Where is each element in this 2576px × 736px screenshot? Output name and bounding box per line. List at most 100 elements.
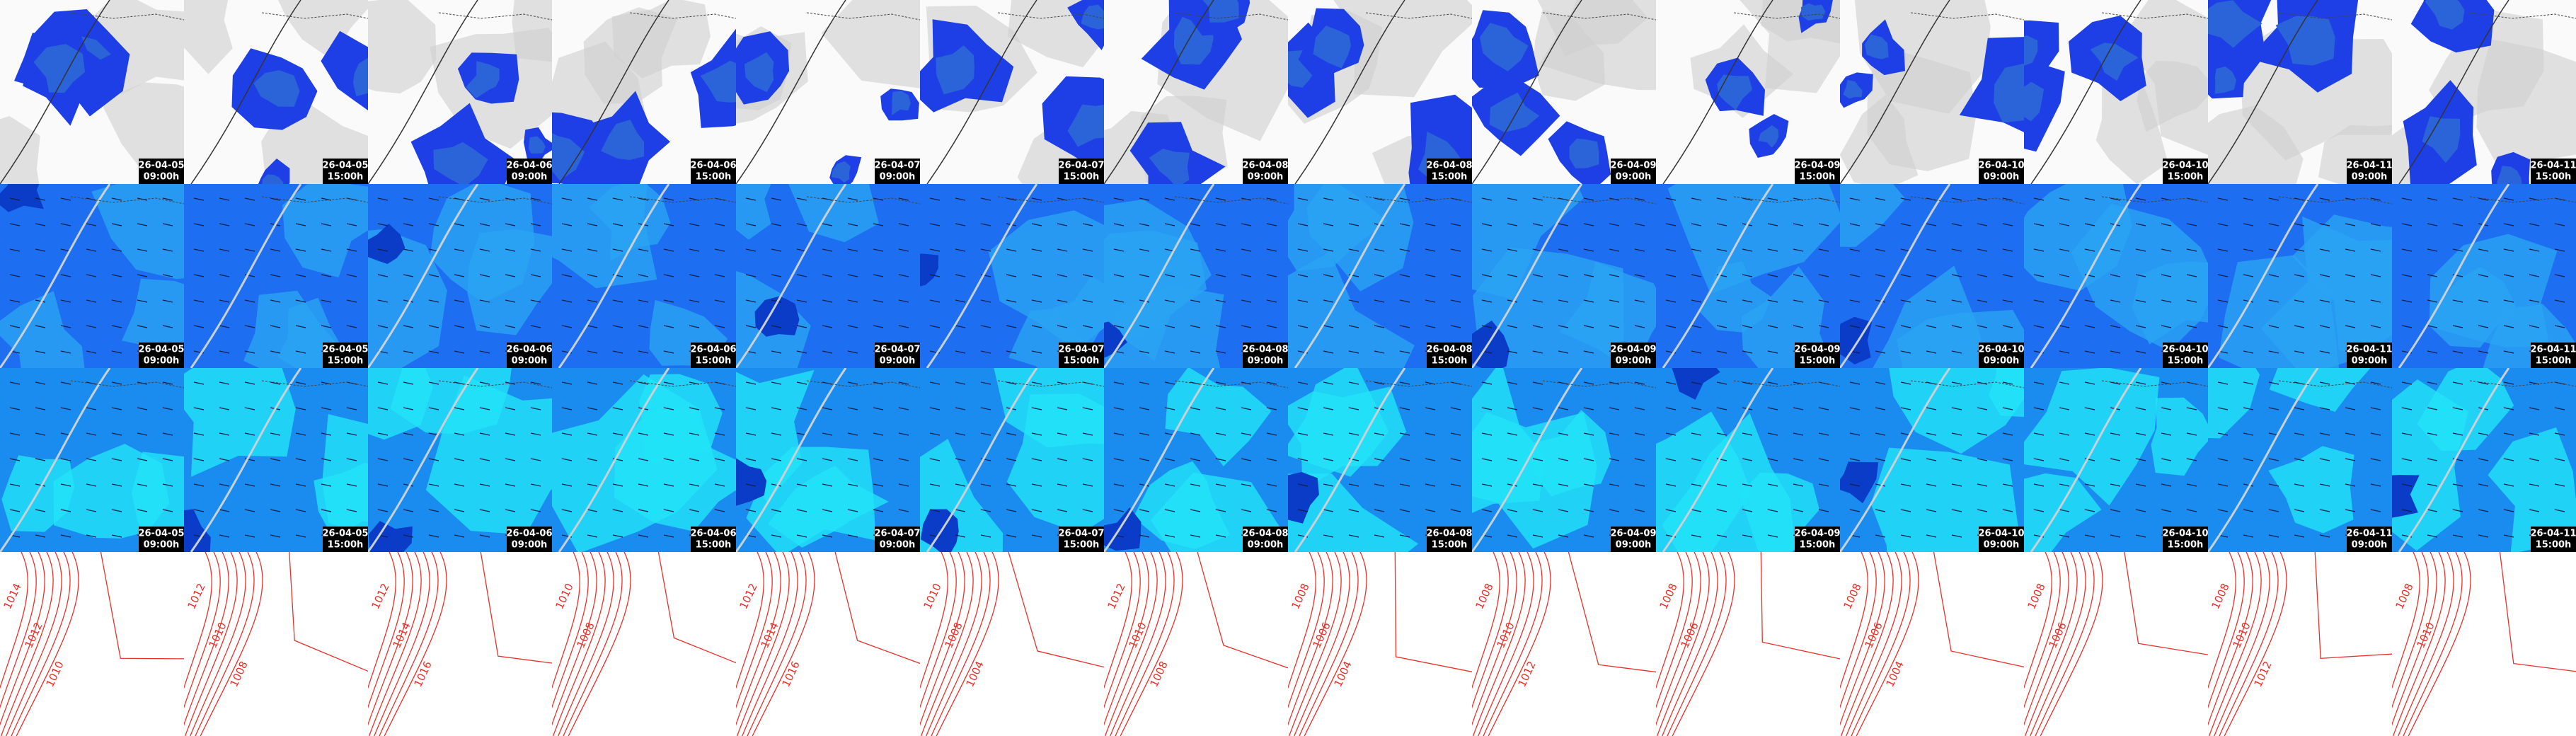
- wind-arrow: [346, 458, 357, 461]
- wind-arrow: [1583, 350, 1594, 354]
- wind-arrow: [162, 299, 173, 303]
- wind-arrow: [9, 248, 21, 252]
- wind-arrow: [137, 483, 148, 487]
- wind-arrow: [454, 197, 465, 201]
- wind-arrow: [219, 458, 230, 461]
- wind-arrow: [1583, 197, 1594, 201]
- wind-arrow: [1716, 534, 1727, 538]
- wind-arrow: [162, 248, 173, 252]
- wind-arrow: [1507, 483, 1518, 487]
- wind-arrow: [1215, 509, 1226, 512]
- wind-arrow: [321, 458, 332, 461]
- wind-arrow: [1374, 534, 1385, 538]
- isobar: [2392, 552, 2437, 726]
- wind-arrow: [1113, 432, 1125, 436]
- wind-arrow: [9, 407, 21, 410]
- isobar: [2224, 552, 2287, 736]
- wind-arrow: [955, 381, 966, 385]
- wind-arrow: [1374, 432, 1385, 436]
- wind-arrow: [822, 274, 833, 277]
- wind-arrow: [530, 458, 541, 461]
- wind-arrow: [847, 274, 858, 277]
- border: [438, 380, 552, 389]
- wind-arrow: [137, 274, 148, 277]
- wind-arrow: [1215, 325, 1226, 328]
- timestamp-date: 26-04-10: [1978, 529, 2024, 539]
- wind-arrow: [822, 458, 833, 461]
- wind-arrow: [1164, 274, 1175, 277]
- wind-arrow: [2059, 432, 2070, 436]
- wind-arrow: [1926, 534, 1937, 538]
- wind-arrow: [561, 197, 573, 201]
- wind-arrow: [847, 407, 858, 410]
- wind-arrow: [2217, 299, 2229, 303]
- wind-arrow: [1399, 274, 1410, 277]
- isobar: [1472, 552, 1509, 709]
- wind-arrow: [137, 432, 148, 436]
- wind-arrow: [1849, 381, 1861, 385]
- wind-arrow: [2554, 299, 2565, 303]
- wind-arrow: [1583, 299, 1594, 303]
- wind-arrow: [86, 248, 97, 252]
- wind-arrow: [270, 534, 281, 538]
- wind-arrow: [454, 274, 465, 277]
- wind-arrow: [1399, 223, 1410, 226]
- wind-arrow: [60, 381, 71, 385]
- wind-arrow: [479, 223, 490, 226]
- wind-arrow: [1190, 509, 1201, 512]
- wind-arrow: [295, 223, 306, 226]
- timestamp-time: 15:00h: [696, 172, 732, 183]
- wind-arrow: [193, 197, 205, 201]
- border: [438, 196, 552, 205]
- wind-arrow: [193, 381, 205, 385]
- wind-arrow: [1266, 299, 1277, 303]
- wind-arrow: [1348, 223, 1359, 226]
- coastline: [2030, 368, 2142, 552]
- wind-arrow: [162, 483, 173, 487]
- wind-arrow: [295, 509, 306, 512]
- tile-bg: [552, 552, 736, 736]
- wind-arrow: [2370, 223, 2381, 226]
- wind-area: [1472, 184, 1584, 299]
- wind-arrow: [796, 223, 807, 226]
- wind-arrow: [2370, 299, 2381, 303]
- wind-arrow: [1926, 509, 1937, 512]
- precip-core: [529, 136, 546, 154]
- wind-arrow: [1532, 458, 1543, 461]
- wind-area: [1667, 184, 1840, 294]
- wind-arrow: [2370, 197, 2381, 201]
- wind-arrow: [714, 223, 725, 226]
- wind-arrow: [745, 407, 757, 410]
- wind-arrow: [2294, 299, 2305, 303]
- timestamp-date: 26-04-05: [322, 345, 368, 355]
- wind-arrow: [2110, 458, 2121, 461]
- wind-arrow: [638, 248, 649, 252]
- wind-arrow: [1215, 350, 1226, 354]
- wind-arrow: [1266, 432, 1277, 436]
- wind-area: [91, 184, 184, 280]
- wind-arrow: [2319, 534, 2330, 538]
- isobar: [190, 552, 246, 736]
- wind-arrow: [2243, 299, 2254, 303]
- wind-arrow: [2294, 458, 2305, 461]
- wind-arrow: [1139, 407, 1150, 410]
- wind-arrow: [1767, 325, 1778, 328]
- wind-arrow: [1583, 458, 1594, 461]
- wind-arrow: [9, 432, 21, 436]
- wind-arrow: [1323, 197, 1334, 201]
- wind-arrow: [980, 299, 991, 303]
- wind-arrow: [1691, 381, 1702, 385]
- wind-arrow: [2294, 432, 2305, 436]
- timestamp-time: 15:00h: [2168, 540, 2204, 551]
- wind-arrow: [1818, 407, 1829, 410]
- wind-arrow: [2186, 509, 2197, 512]
